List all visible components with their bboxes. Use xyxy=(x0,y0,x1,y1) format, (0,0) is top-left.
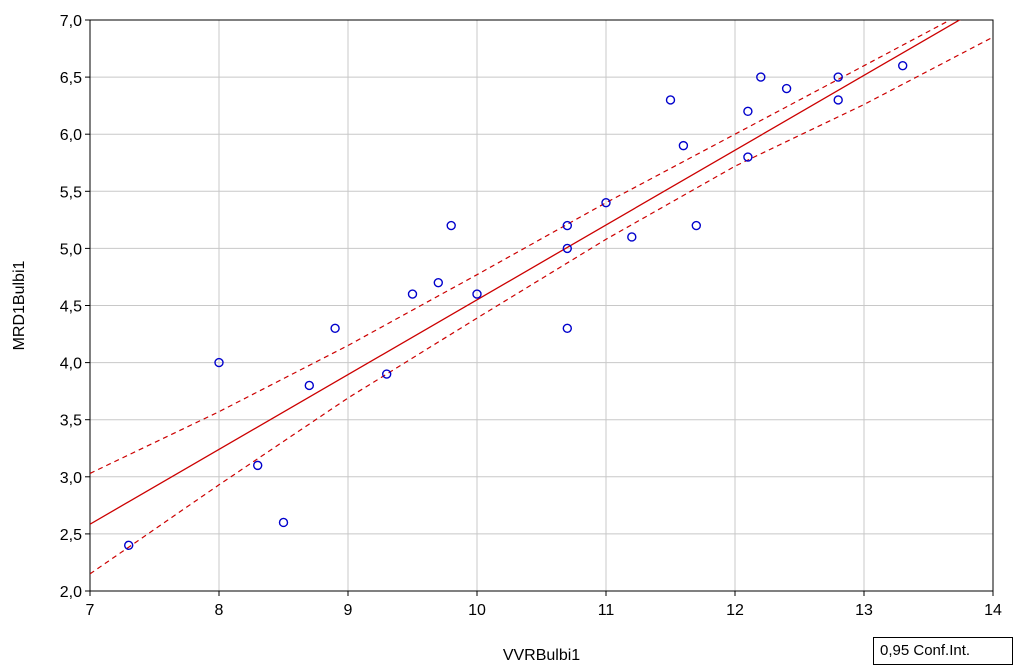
y-tick-label: 5,0 xyxy=(60,241,82,258)
x-tick-label: 11 xyxy=(598,602,615,619)
y-tick-label: 5,5 xyxy=(60,184,82,201)
data-point xyxy=(446,220,456,231)
data-point xyxy=(781,83,792,94)
y-tick-label: 6,0 xyxy=(60,127,82,144)
y-axis-label: MRD1Bulbi1 xyxy=(11,260,28,350)
x-tick-label: 10 xyxy=(468,602,486,619)
x-tick-label: 14 xyxy=(984,602,1002,619)
data-points xyxy=(123,60,908,551)
x-tick-label: 9 xyxy=(344,602,353,619)
data-point xyxy=(123,540,134,551)
x-tick-label: 7 xyxy=(86,602,95,619)
data-point xyxy=(562,243,572,254)
y-tick-label: 4,0 xyxy=(60,356,82,373)
data-point xyxy=(214,357,224,368)
data-point xyxy=(304,380,314,391)
data-point xyxy=(743,106,753,117)
data-point xyxy=(691,220,701,231)
x-tick-label: 12 xyxy=(726,602,744,619)
y-tick-label: 4,5 xyxy=(60,299,82,316)
y-tick-label: 2,0 xyxy=(60,584,82,601)
confidence-lower-line xyxy=(90,36,993,575)
y-axis: 2,0 2,5 3,0 3,5 4,0 4,5 5,0 5,5 6,0 6,5 7,0 xyxy=(60,13,90,601)
data-point xyxy=(898,60,908,71)
x-tick-label: 8 xyxy=(215,602,224,619)
data-point xyxy=(743,152,753,162)
data-point xyxy=(433,277,443,288)
data-point xyxy=(562,323,572,334)
y-tick-label: 7,0 xyxy=(60,13,82,30)
regression-line xyxy=(90,20,961,525)
data-point xyxy=(253,460,263,471)
data-point xyxy=(382,369,392,379)
y-tick-label: 6,5 xyxy=(60,70,82,87)
confidence-upper-line xyxy=(90,20,952,474)
data-point xyxy=(330,323,340,334)
data-point xyxy=(627,232,637,242)
data-point xyxy=(601,198,611,208)
data-point xyxy=(678,140,689,151)
data-point xyxy=(407,289,418,299)
grid-lines xyxy=(90,20,993,591)
data-point xyxy=(833,72,843,82)
data-point xyxy=(562,220,572,231)
data-point xyxy=(665,95,676,105)
x-axis-label: VVRBulbi1 xyxy=(503,647,580,664)
x-tick-label: 13 xyxy=(855,602,873,619)
x-axis: 7 8 9 10 11 12 13 14 xyxy=(86,591,1002,619)
y-tick-label: 3,5 xyxy=(60,413,82,430)
data-point xyxy=(472,289,482,299)
confidence-band xyxy=(90,20,993,575)
y-tick-label: 2,5 xyxy=(60,527,82,544)
regression-line-group xyxy=(90,20,961,525)
legend-confidence-interval: 0,95 Conf.Int. xyxy=(873,637,1013,665)
data-point xyxy=(278,517,289,528)
data-point xyxy=(833,95,843,105)
data-point xyxy=(756,72,766,82)
y-tick-label: 3,0 xyxy=(60,470,82,487)
